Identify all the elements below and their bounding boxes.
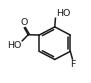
Text: O: O (20, 18, 28, 27)
Text: HO: HO (56, 9, 70, 18)
Text: F: F (70, 60, 75, 69)
Text: HO: HO (7, 41, 22, 50)
